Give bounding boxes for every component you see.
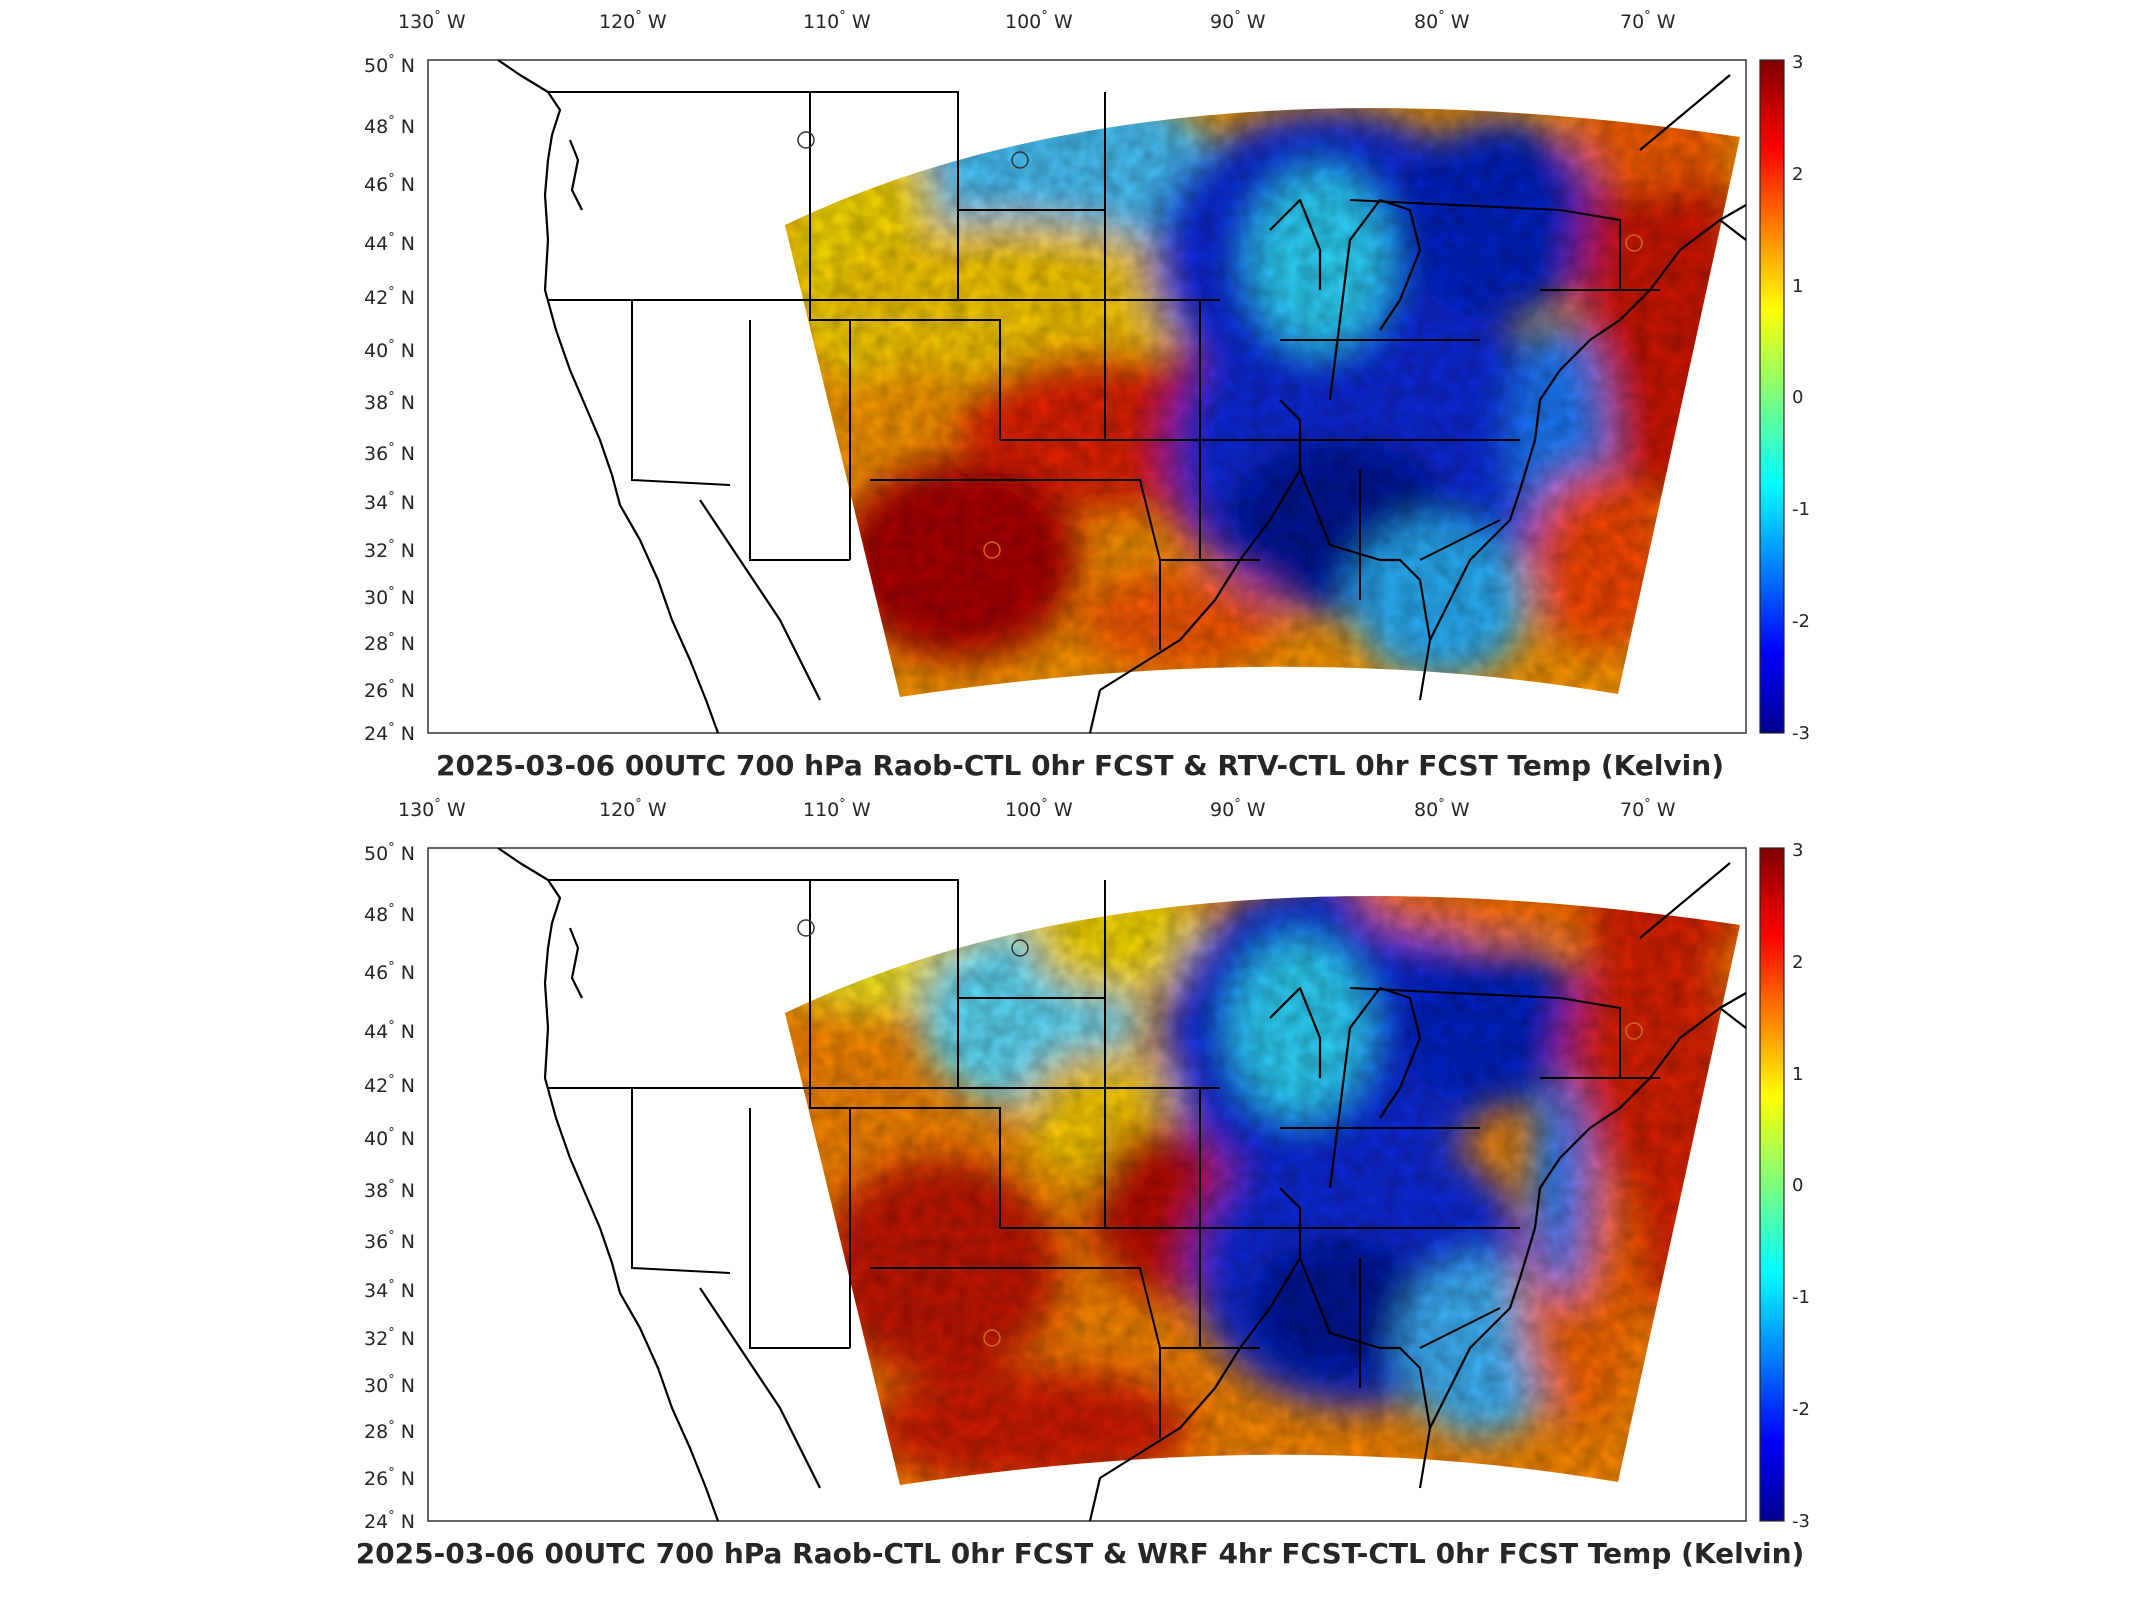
colorbar-tick: -3: [1792, 1511, 1810, 1532]
colorbar-tick: -1: [1792, 1287, 1810, 1308]
colorbar-tick: 2: [1792, 952, 1803, 973]
colorbar-tick: 0: [1792, 387, 1803, 408]
panel-2: 130° W 120° W 110° W 100° W 90° W 80° W …: [356, 797, 1810, 1570]
colorbar-tick: 3: [1792, 840, 1803, 861]
station-marker: [1625, 234, 1643, 252]
lat-label: 32° N: [364, 1326, 415, 1350]
colorbar-ticks: 3 2 1 0 -1 -2 -3: [1792, 52, 1810, 744]
lat-label: 44° N: [364, 231, 415, 255]
lon-axis-labels-top: 130° W 120° W 110° W 100° W 90° W 80° W …: [398, 797, 1676, 821]
colorbar-tick: -2: [1792, 611, 1810, 632]
lat-label: 42° N: [364, 1073, 415, 1097]
lon-label: 100° W: [1005, 797, 1073, 821]
station-marker: [797, 919, 815, 937]
station-marker: [983, 541, 1001, 559]
lon-label: 120° W: [599, 797, 667, 821]
colorbar-tick: 2: [1792, 164, 1803, 185]
lon-label: 100° W: [1005, 9, 1073, 33]
colorbar: [1759, 847, 1785, 1522]
station-marker: [1011, 939, 1029, 957]
lon-label: 110° W: [803, 9, 871, 33]
lat-label: 50° N: [364, 53, 415, 77]
lon-label: 80° W: [1414, 797, 1470, 821]
lon-label: 130° W: [398, 797, 466, 821]
lat-axis-labels: 50° N 48° N 46° N 44° N 42° N 40° N 38° …: [364, 841, 415, 1533]
colorbar-tick: 1: [1792, 276, 1803, 297]
lon-label: 70° W: [1620, 9, 1676, 33]
lat-label: 40° N: [364, 338, 415, 362]
lat-label: 46° N: [364, 960, 415, 984]
lat-label: 24° N: [364, 721, 415, 745]
station-marker: [797, 131, 815, 149]
colorbar-ticks: 3 2 1 0 -1 -2 -3: [1792, 840, 1810, 1532]
colorbar-tick: 3: [1792, 52, 1803, 73]
temperature-difference-field: [785, 108, 1740, 697]
coastlines-and-borders: [497, 847, 1747, 1522]
temperature-difference-field: [785, 896, 1740, 1485]
lat-label: 36° N: [364, 441, 415, 465]
lat-label: 32° N: [364, 538, 415, 562]
lon-label: 120° W: [599, 9, 667, 33]
lat-label: 48° N: [364, 902, 415, 926]
colorbar-tick: -2: [1792, 1399, 1810, 1420]
lat-axis-labels: 50° N 48° N 46° N 44° N 42° N 40° N 38° …: [364, 53, 415, 745]
lat-label: 34° N: [364, 1278, 415, 1302]
colorbar: [1759, 59, 1785, 734]
station-marker: [1625, 1022, 1643, 1040]
lon-label: 90° W: [1210, 797, 1266, 821]
lat-label: 34° N: [364, 490, 415, 514]
lon-label: 80° W: [1414, 9, 1470, 33]
lat-label: 38° N: [364, 390, 415, 414]
lon-label: 70° W: [1620, 797, 1676, 821]
lat-label: 40° N: [364, 1126, 415, 1150]
lat-label: 36° N: [364, 1229, 415, 1253]
lat-label: 28° N: [364, 1419, 415, 1443]
panel-title: 2025-03-06 00UTC 700 hPa Raob-CTL 0hr FC…: [356, 1537, 1805, 1570]
lat-label: 50° N: [364, 841, 415, 865]
lon-label: 90° W: [1210, 9, 1266, 33]
lat-label: 48° N: [364, 114, 415, 138]
station-marker: [1011, 151, 1029, 169]
colorbar-tick: 0: [1792, 1175, 1803, 1196]
colorbar-tick: -1: [1792, 499, 1810, 520]
panel-title: 2025-03-06 00UTC 700 hPa Raob-CTL 0hr FC…: [436, 749, 1724, 782]
station-marker: [983, 1329, 1001, 1347]
map-frame: [427, 847, 1747, 1522]
lat-label: 44° N: [364, 1019, 415, 1043]
lat-label: 26° N: [364, 1466, 415, 1490]
panel-1: 130° W 120° W 110° W 100° W 90° W 80° W …: [364, 9, 1810, 782]
lat-label: 28° N: [364, 631, 415, 655]
lon-label: 110° W: [803, 797, 871, 821]
colorbar-tick: 1: [1792, 1064, 1803, 1085]
lat-label: 42° N: [364, 285, 415, 309]
lon-axis-labels-top: 130° W 120° W 110° W 100° W 90° W 80° W …: [398, 9, 1676, 33]
lat-label: 38° N: [364, 1178, 415, 1202]
lat-label: 30° N: [364, 585, 415, 609]
coastlines-and-borders: [497, 59, 1747, 734]
map-frame: [427, 59, 1747, 734]
lat-label: 24° N: [364, 1509, 415, 1533]
lat-label: 26° N: [364, 678, 415, 702]
lat-label: 30° N: [364, 1373, 415, 1397]
lon-label: 130° W: [398, 9, 466, 33]
lat-label: 46° N: [364, 172, 415, 196]
colorbar-tick: -3: [1792, 723, 1810, 744]
